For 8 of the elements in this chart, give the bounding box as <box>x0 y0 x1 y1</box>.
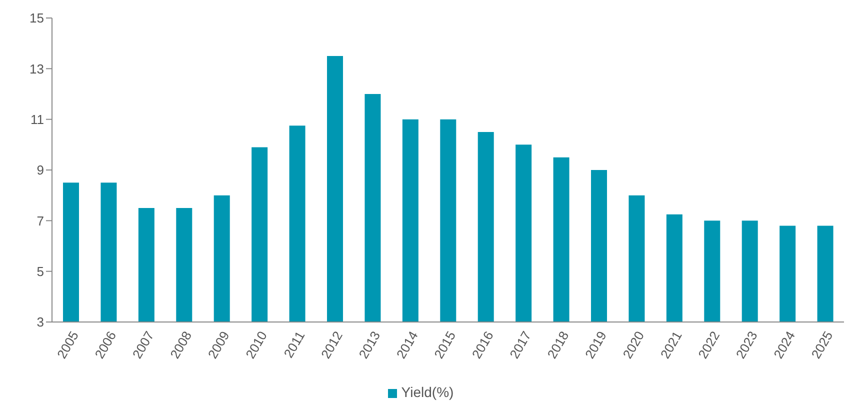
y-tick-label: 15 <box>30 10 44 26</box>
y-tick-label: 13 <box>30 61 44 76</box>
y-tick-label: 9 <box>36 162 44 178</box>
y-tick-label: 5 <box>36 264 44 279</box>
legend-label: Yield(%) <box>401 384 454 400</box>
y-tick-label: 3 <box>36 314 44 330</box>
y-tick-label: 11 <box>30 112 44 127</box>
y-tick-label: 7 <box>36 213 44 228</box>
